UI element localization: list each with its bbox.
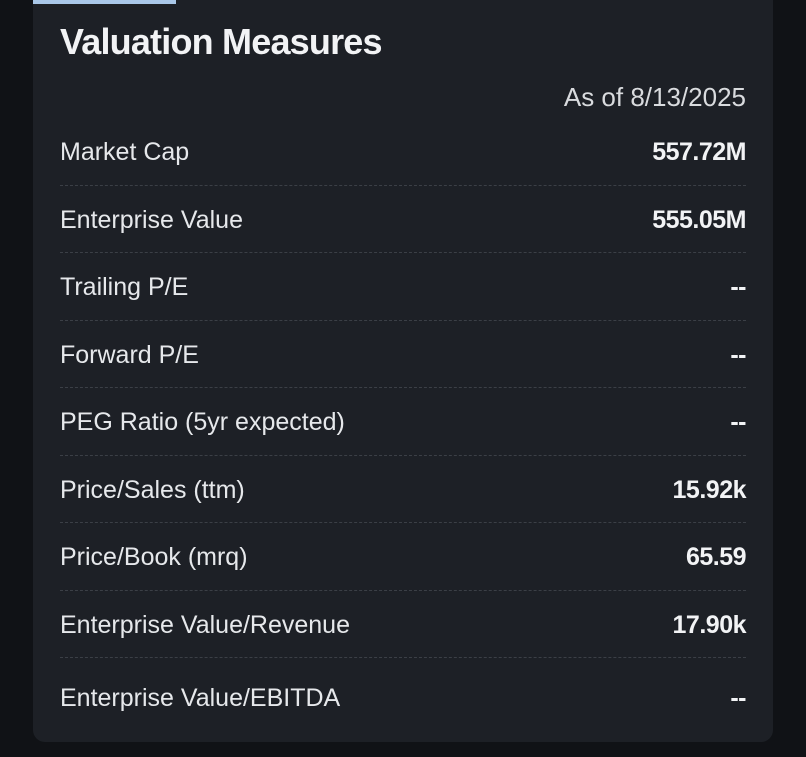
row-peg-ratio: PEG Ratio (5yr expected) -- — [60, 388, 746, 456]
row-price-sales: Price/Sales (ttm) 15.92k — [60, 456, 747, 523]
row-value: 17.90k — [672, 610, 747, 639]
row-value: 555.05M — [652, 205, 746, 234]
as-of-date: As of 8/13/2025 — [563, 82, 746, 112]
valuation-measures-card: Valuation Measures As of 8/13/2025 Marke… — [33, 0, 773, 742]
row-label: Price/Sales (ttm) — [60, 475, 245, 504]
row-label: PEG Ratio (5yr expected) — [60, 408, 345, 436]
valuation-table: Market Cap 557.72M Enterprise Value 555.… — [60, 118, 747, 726]
row-market-cap: Market Cap 557.72M — [60, 118, 746, 186]
row-value: -- — [730, 340, 746, 369]
row-label: Enterprise Value/Revenue — [60, 610, 350, 639]
row-label: Trailing P/E — [60, 273, 189, 301]
row-forward-pe: Forward P/E -- — [60, 321, 746, 388]
section-title: Valuation Measures — [60, 21, 383, 62]
row-label: Enterprise Value — [60, 205, 243, 234]
row-enterprise-value: Enterprise Value 555.05M — [60, 186, 746, 253]
row-trailing-pe: Trailing P/E -- — [60, 253, 746, 321]
row-value: 65.59 — [685, 543, 747, 571]
active-tab-indicator — [33, 0, 176, 4]
row-label: Enterprise Value/EBITDA — [60, 684, 341, 712]
row-ev-ebitda: Enterprise Value/EBITDA -- — [60, 658, 746, 726]
row-label: Market Cap — [60, 138, 190, 166]
row-ev-revenue: Enterprise Value/Revenue 17.90k — [60, 591, 747, 658]
row-value: -- — [730, 273, 746, 301]
row-value: -- — [730, 408, 746, 436]
row-price-book: Price/Book (mrq) 65.59 — [60, 523, 747, 591]
row-label: Price/Book (mrq) — [60, 543, 248, 571]
row-value: 15.92k — [672, 475, 747, 504]
row-value: -- — [730, 684, 746, 712]
row-value: 557.72M — [652, 138, 746, 166]
row-label: Forward P/E — [60, 340, 199, 369]
